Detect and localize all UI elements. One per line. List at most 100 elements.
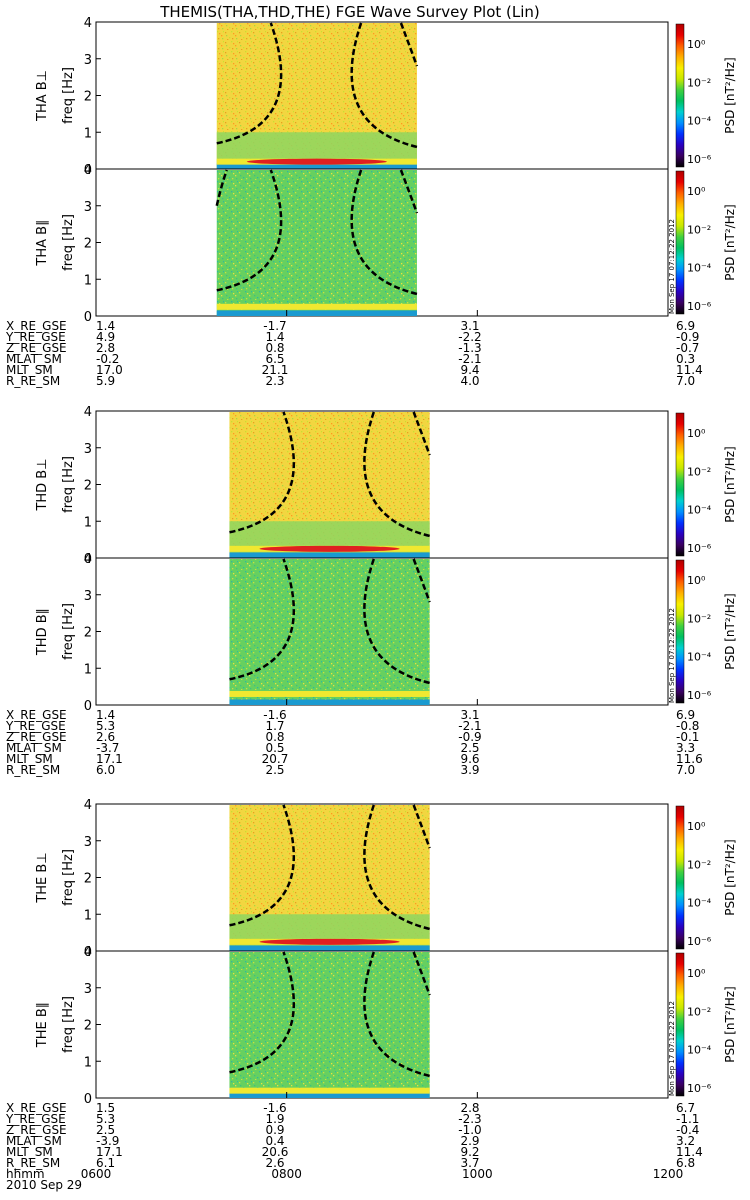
colorbar-label: PSD [nT²/Hz]: [723, 986, 737, 1062]
colorbar-tick-label: 10⁻⁶: [687, 935, 712, 948]
ephemeris-value: 6.8: [676, 1156, 695, 1170]
y-tick-label: 0: [84, 163, 92, 178]
ephemeris-value: 0.8: [265, 730, 284, 744]
ephemeris-value: -1.1: [676, 1112, 699, 1126]
ephemeris-value: -1.6: [263, 1101, 286, 1115]
ephemeris-value: 11.6: [676, 752, 703, 766]
ephemeris-value: 3.7: [460, 1156, 479, 1170]
y-tick-label: 4: [84, 405, 92, 420]
ephemeris-value: 7.0: [676, 763, 695, 777]
lowest-freq-band: [229, 699, 430, 705]
colorbar-label: PSD [nT²/Hz]: [723, 446, 737, 522]
lowest-freq-band: [216, 310, 417, 316]
y-tick-label: 2: [84, 626, 92, 641]
cyclotron-curve: [215, 169, 228, 207]
ephemeris-value: 1.4: [265, 330, 284, 344]
ephemeris-value: -2.1: [458, 352, 481, 366]
ephemeris-value: 9.4: [460, 363, 479, 377]
panel-name: THA B∥: [35, 219, 50, 266]
ylabel: freq [Hz]: [61, 996, 76, 1053]
ephemeris-value: 17.1: [96, 752, 123, 766]
ephemeris-value: 9.2: [460, 1145, 479, 1159]
ephemeris-value: 11.4: [676, 1145, 703, 1159]
spectrogram-panel: 0 1 2 3 4 freq [Hz] THA B⊥ 10⁰ 10⁻² 10⁻⁴ 10⁻⁶ PSD […: [35, 16, 737, 178]
cyclotron-curve: [412, 558, 431, 603]
y-tick-label: 0: [84, 945, 92, 960]
ylabel: freq [Hz]: [61, 603, 76, 660]
colorbar-tick-label: 10⁻⁶: [687, 153, 712, 166]
colorbar-label: PSD [nT²/Hz]: [723, 57, 737, 133]
cyclotron-curve: [229, 558, 296, 681]
ephemeris-value: 0.3: [676, 352, 695, 366]
panel-name: THE B∥: [35, 1002, 50, 1048]
ephemeris-value: 17.1: [96, 1145, 123, 1159]
ylabel: freq [Hz]: [61, 456, 76, 513]
colorbar-label: PSD [nT²/Hz]: [723, 204, 737, 280]
ephemeris-value: 9.6: [460, 752, 479, 766]
y-tick-label: 1: [84, 1055, 92, 1070]
colorbar-tick-label: 10⁻²: [687, 858, 711, 871]
colorbar-tick-label: 10⁻⁶: [687, 1082, 712, 1095]
ephemeris-label: Y_RE_GSE: [5, 330, 66, 344]
colorbar-tick-label: 10⁻⁴: [687, 115, 712, 128]
x-tick-label: 0600: [81, 1167, 112, 1181]
spectrogram-panel: 0 1 2 3 4 freq [Hz] THD B⊥ 10⁰ 10⁻² 10⁻⁴ 10⁻⁶ PSD […: [35, 405, 737, 567]
y-tick-label: 2: [84, 1019, 92, 1034]
ephemeris-value: 3.1: [460, 319, 479, 333]
colorbar: 10⁰ 10⁻² 10⁻⁴ 10⁻⁶ PSD [nT²/Hz]: [675, 805, 737, 950]
y-tick-label: 1: [84, 908, 92, 923]
ephemeris-label: Z_RE_GSE: [6, 1123, 67, 1137]
y-tick-label: 0: [84, 699, 92, 714]
ephemeris-value: 6.9: [676, 708, 695, 722]
ephemeris-label: MLT_SM: [6, 1145, 53, 1159]
y-tick-label: 0: [84, 1092, 92, 1107]
ephemeris-label: MLAT_SM: [6, 352, 62, 366]
cyclotron-curve: [350, 22, 418, 149]
y-tick-label: 3: [84, 835, 92, 850]
colorbar-tick-label: 10⁻²: [687, 612, 711, 625]
ephemeris-value: 7.0: [676, 374, 695, 388]
colorbar-tick-label: 10⁻⁶: [687, 542, 712, 555]
ephemeris-value: 2.5: [265, 763, 284, 777]
ephemeris-value: -3.9: [96, 1134, 119, 1148]
ephemeris-label: R_RE_SM: [6, 374, 60, 388]
ylabel: freq [Hz]: [61, 214, 76, 271]
ephemeris-value: 3.3: [676, 741, 695, 755]
x-tick-label: 1200: [653, 1167, 684, 1181]
ephemeris-label: MLAT_SM: [6, 1134, 62, 1148]
colorbar-tick-label: 10⁻⁴: [687, 897, 712, 910]
power-peak: [246, 158, 387, 165]
timestamp: Mon Sep 17 07:12:22 2012: [668, 1001, 676, 1096]
ephemeris-value: 3.2: [676, 1134, 695, 1148]
ephemeris-value: 20.7: [262, 752, 289, 766]
ephemeris-label: X_RE_GSE: [6, 319, 67, 333]
colorbar-tick-label: 10⁰: [687, 427, 706, 440]
y-tick-label: 3: [84, 589, 92, 604]
cyclotron-curve: [412, 951, 431, 996]
ephemeris-value: -0.4: [676, 1123, 699, 1137]
panel-name: THA B⊥: [35, 70, 50, 122]
colorbar: 10⁰ 10⁻² 10⁻⁴ 10⁻⁶ PSD [nT²/Hz]: [675, 170, 737, 315]
ephemeris-value: -1.3: [458, 341, 481, 355]
y-tick-label: 1: [84, 662, 92, 677]
y-tick-label: 1: [84, 126, 92, 141]
ephemeris-value: 17.0: [96, 363, 123, 377]
ephemeris-label: R_RE_SM: [6, 1156, 60, 1170]
y-tick-label: 3: [84, 200, 92, 215]
colorbar-tick-label: 10⁰: [687, 38, 706, 51]
ephemeris-value: 2.6: [265, 1156, 284, 1170]
lowest-freq-band: [229, 945, 430, 951]
cyclotron-curve: [229, 411, 296, 534]
low-freq-band: [229, 521, 430, 558]
ephemeris-value: -1.7: [263, 319, 286, 333]
probe-tha: 0 1 2 3 4 freq [Hz] THA B⊥ 10⁰ 10⁻² 10⁻⁴ 10⁻⁶ PSD […: [5, 16, 737, 388]
ephemeris-value: 2.8: [96, 341, 115, 355]
ephemeris-value: 1.5: [96, 1101, 115, 1115]
power-band: [229, 690, 430, 697]
y-tick-label: 4: [84, 945, 92, 960]
cyclotron-curve: [350, 169, 418, 296]
ephemeris-label: MLAT_SM: [6, 741, 62, 755]
cyclotron-curve: [229, 951, 296, 1074]
ephemeris-value: 6.5: [265, 352, 284, 366]
